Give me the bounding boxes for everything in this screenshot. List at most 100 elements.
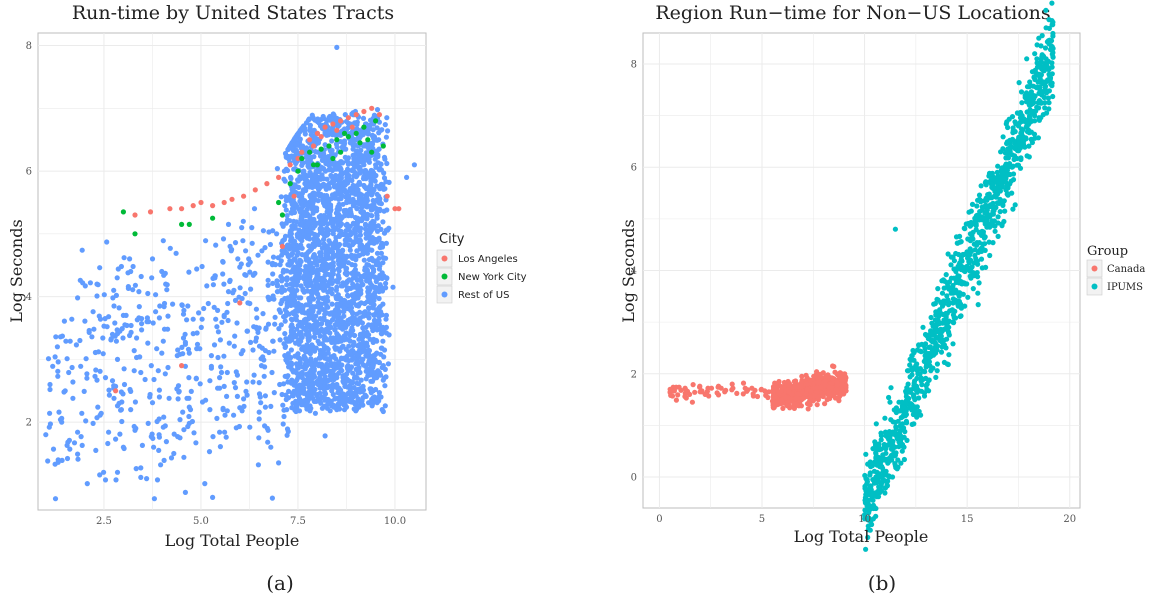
data-point-ipums — [1009, 114, 1016, 120]
data-point-rest-of-us — [61, 389, 67, 395]
data-point-ipums — [863, 451, 869, 457]
data-point-rest-of-us — [378, 331, 384, 337]
data-point-canada — [692, 389, 698, 395]
data-point-rest-of-us — [338, 189, 344, 195]
data-point-rest-of-us — [234, 320, 240, 326]
data-point-rest-of-us — [381, 274, 388, 280]
data-point-rest-of-us — [270, 254, 277, 260]
data-point-rest-of-us — [313, 357, 319, 363]
data-point-rest-of-us — [78, 434, 84, 440]
data-point-ipums — [990, 240, 996, 246]
data-point-rest-of-us — [223, 434, 229, 440]
data-point-rest-of-us — [166, 395, 172, 401]
data-point-ipums — [897, 408, 903, 414]
data-point-rest-of-us — [265, 282, 271, 288]
data-point-rest-of-us — [281, 381, 287, 387]
data-point-rest-of-us — [231, 412, 237, 418]
data-point-rest-of-us — [221, 353, 227, 359]
data-point-rest-of-us — [246, 256, 252, 262]
data-point-canada — [831, 363, 837, 370]
data-point-rest-of-us — [254, 315, 260, 321]
data-point-rest-of-us — [231, 287, 237, 293]
x-tick-labels: 2.5 5.0 7.5 10.0 — [96, 516, 406, 527]
data-point-rest-of-us — [373, 262, 379, 268]
data-point-rest-of-us — [333, 356, 339, 362]
data-point-rest-of-us — [341, 140, 348, 147]
data-point-rest-of-us — [144, 315, 150, 321]
data-point-rest-of-us — [245, 300, 251, 306]
data-point-rest-of-us — [121, 381, 128, 388]
data-point-rest-of-us — [102, 477, 109, 483]
data-point-rest-of-us — [348, 393, 354, 399]
data-point-los-angeles — [179, 206, 185, 212]
data-point-rest-of-us — [358, 169, 364, 175]
data-point-rest-of-us — [354, 223, 360, 229]
data-point-rest-of-us — [203, 238, 209, 244]
data-point-rest-of-us — [347, 316, 353, 322]
data-point-canada — [722, 389, 728, 395]
data-point-canada — [772, 393, 778, 400]
data-point-rest-of-us — [181, 307, 187, 313]
data-point-ipums — [873, 513, 879, 519]
data-point-rest-of-us — [311, 366, 317, 372]
data-point-rest-of-us — [190, 316, 196, 322]
data-point-rest-of-us — [274, 278, 280, 284]
data-point-rest-of-us — [312, 172, 318, 179]
data-point-rest-of-us — [280, 402, 286, 408]
data-point-new-york-city — [353, 130, 359, 136]
data-point-ipums — [888, 417, 894, 423]
data-point-rest-of-us — [360, 143, 367, 149]
data-point-rest-of-us — [274, 283, 280, 289]
data-point-rest-of-us — [298, 208, 305, 214]
data-point-los-angeles — [396, 206, 402, 212]
data-point-canada — [708, 385, 715, 391]
data-point-rest-of-us — [78, 363, 84, 369]
legend-label-los-angeles: Los Angeles — [458, 254, 518, 265]
data-point-los-angeles — [276, 174, 282, 180]
data-point-ipums — [976, 280, 982, 286]
data-point-rest-of-us — [317, 316, 324, 322]
data-point-rest-of-us — [108, 337, 114, 343]
data-point-rest-of-us — [255, 252, 261, 258]
data-point-ipums — [974, 203, 980, 209]
data-point-ipums — [1045, 38, 1051, 44]
data-point-ipums — [1018, 89, 1025, 95]
data-point-los-angeles — [132, 212, 138, 218]
data-point-rest-of-us — [182, 489, 188, 495]
data-point-rest-of-us — [355, 396, 361, 402]
data-point-ipums — [950, 282, 956, 289]
data-point-rest-of-us — [343, 210, 349, 216]
data-point-rest-of-us — [302, 366, 308, 372]
data-point-rest-of-us — [138, 465, 144, 471]
data-point-ipums — [943, 345, 949, 351]
data-point-canada — [816, 393, 822, 400]
y-tick-label: 8 — [26, 41, 32, 52]
data-point-ipums — [945, 251, 951, 257]
data-point-rest-of-us — [256, 391, 263, 397]
data-point-rest-of-us — [321, 241, 327, 247]
data-point-rest-of-us — [359, 359, 365, 365]
data-point-ipums — [1034, 42, 1040, 48]
data-point-ipums — [911, 385, 917, 391]
data-point-canada — [697, 383, 703, 389]
data-point-rest-of-us — [321, 346, 327, 352]
data-point-rest-of-us — [364, 343, 370, 349]
data-point-rest-of-us — [291, 269, 297, 275]
data-point-new-york-city — [279, 212, 285, 218]
data-point-canada — [774, 399, 780, 405]
data-point-los-angeles — [147, 209, 154, 215]
data-point-rest-of-us — [114, 469, 121, 475]
series-new-york-city — [120, 118, 386, 237]
data-point-rest-of-us — [369, 225, 376, 231]
data-point-rest-of-us — [263, 326, 269, 332]
data-point-rest-of-us — [370, 339, 376, 345]
data-point-rest-of-us — [376, 314, 382, 320]
data-point-rest-of-us — [381, 347, 388, 353]
data-point-rest-of-us — [340, 391, 346, 397]
data-point-rest-of-us — [373, 351, 379, 357]
data-point-canada — [697, 389, 703, 395]
data-point-ipums — [1041, 68, 1047, 74]
data-point-ipums — [1008, 145, 1014, 151]
data-point-rest-of-us — [368, 181, 374, 187]
data-point-rest-of-us — [349, 325, 355, 331]
